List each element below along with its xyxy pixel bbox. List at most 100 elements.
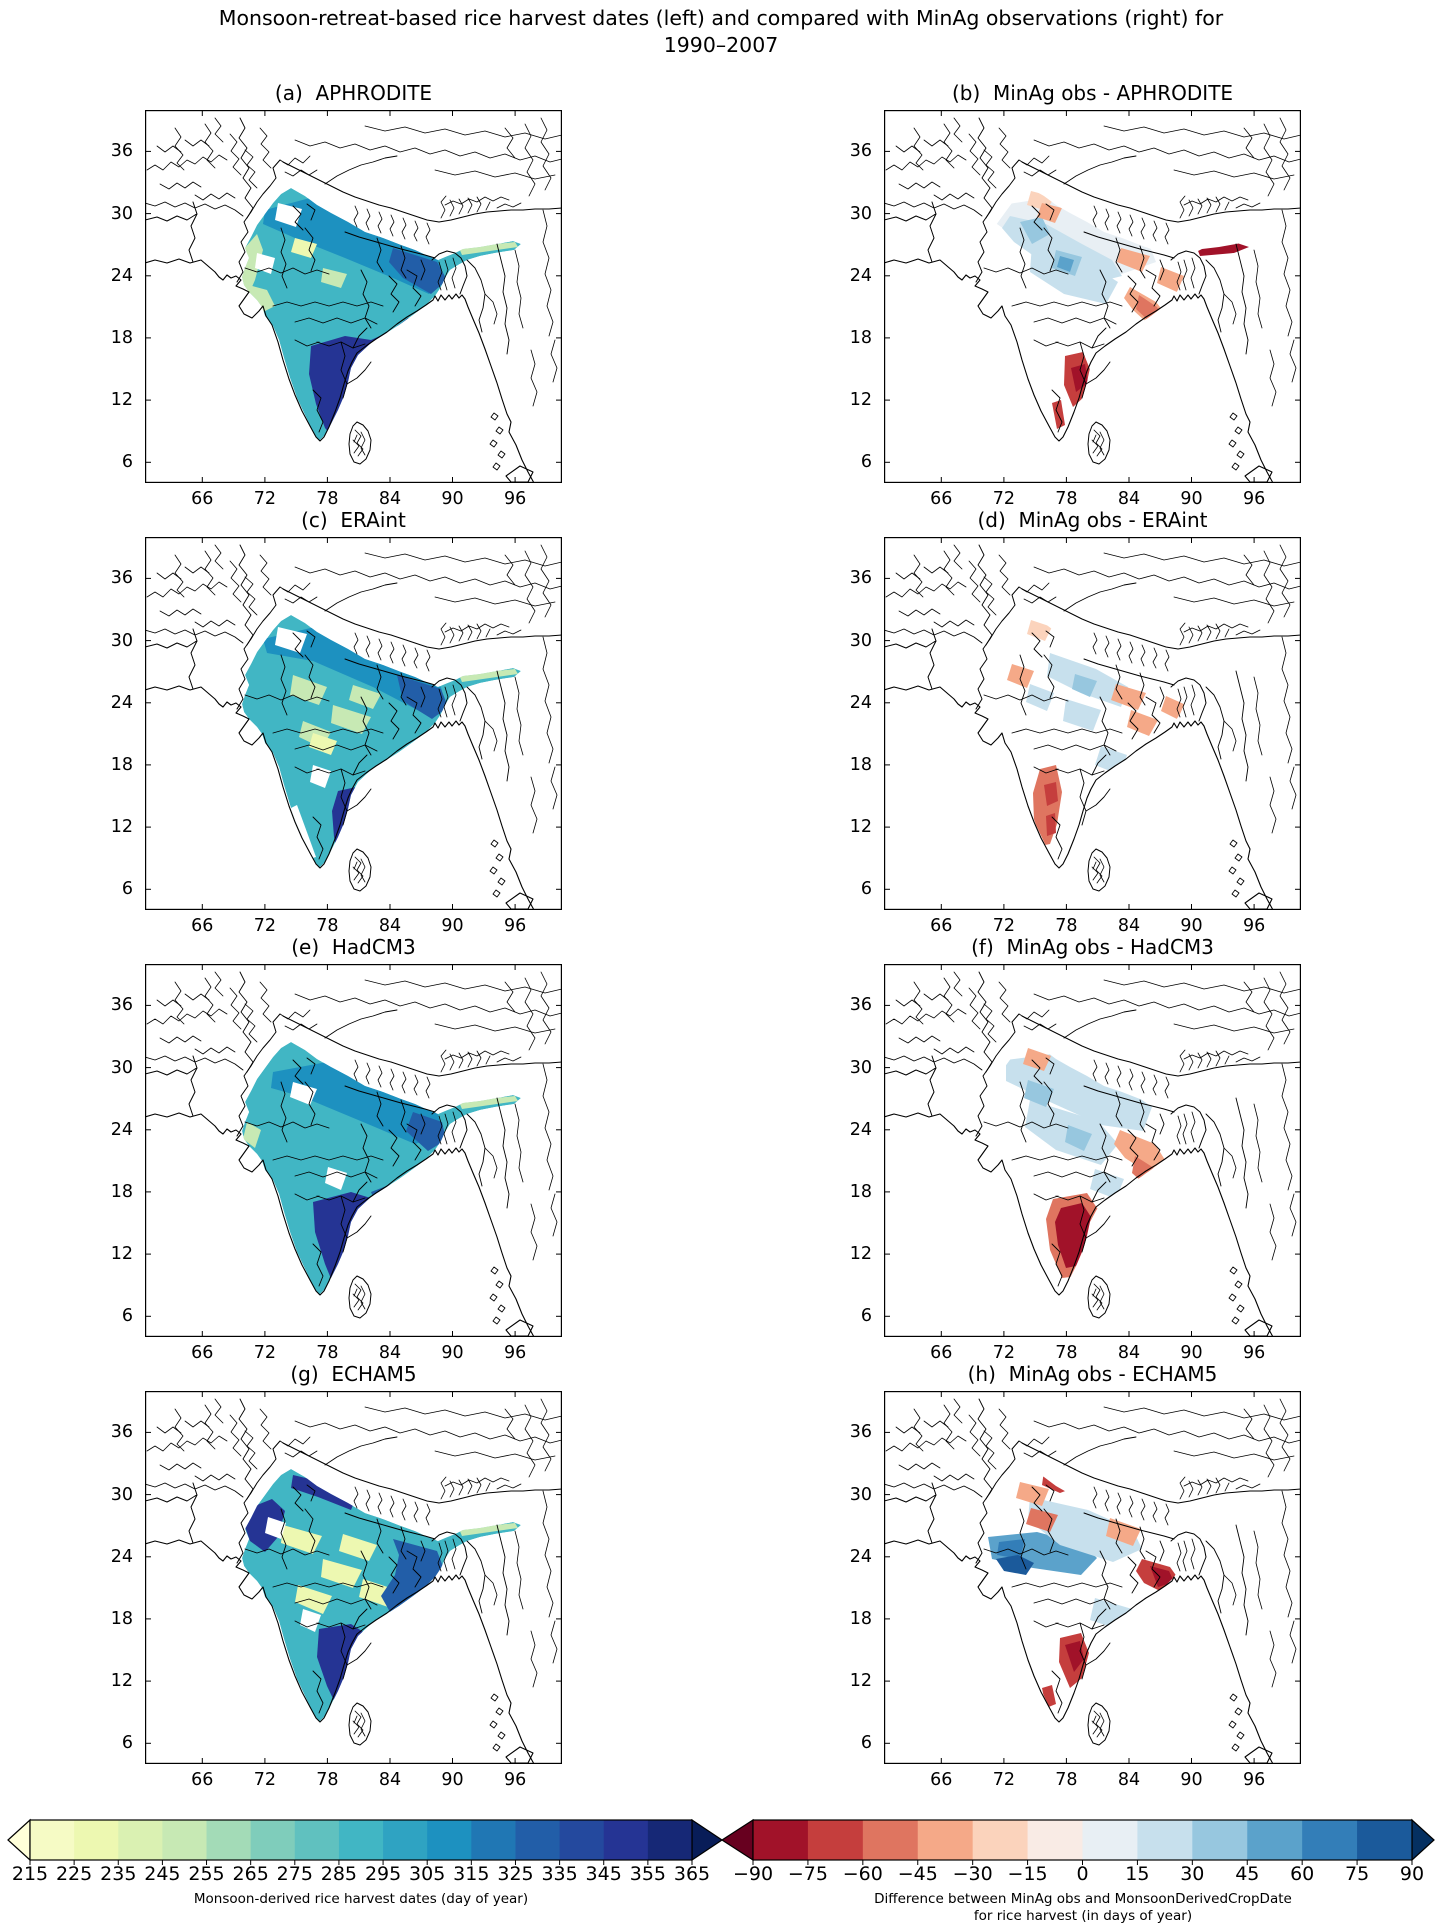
figure-title-line1: Monsoon-retreat-based rice harvest dates… <box>218 6 1224 30</box>
y-tick-label: 6 <box>860 1306 872 1327</box>
x-tick-label: 78 <box>1055 489 1078 509</box>
colorbar-tick-label: 365 <box>673 1863 711 1885</box>
x-tick-label: 72 <box>992 1770 1016 1790</box>
x-tick-label: 66 <box>191 916 214 936</box>
colorbar-tick-label: 325 <box>497 1863 534 1885</box>
y-tick-label: 12 <box>849 817 872 838</box>
colorbar-tick-label: 75 <box>1345 1863 1370 1885</box>
x-tick-label: 96 <box>1242 1770 1266 1790</box>
colorbar-tick-label: 305 <box>409 1863 446 1885</box>
colorbar-right-caption-line1: Difference between MinAg obs and Monsoon… <box>874 1891 1292 1907</box>
y-tick-label: 30 <box>110 630 133 651</box>
colorbar-tick-label: 225 <box>55 1863 93 1885</box>
y-tick-label: 6 <box>121 452 133 473</box>
map-panel-b: (b) MinAg obs - APHRODITE 36 30 24 18 12 6 66 72… <box>850 81 1301 509</box>
y-tick-label: 24 <box>110 692 133 713</box>
x-tick-label: 84 <box>378 1343 402 1363</box>
y-tick-label: 30 <box>849 1057 872 1078</box>
x-tick-label: 96 <box>503 489 527 509</box>
map-svg-e <box>145 964 562 1337</box>
colorbar-tick-label: −30 <box>952 1863 993 1885</box>
y-tick-label: 24 <box>849 692 872 713</box>
x-tick-label: 84 <box>378 916 402 936</box>
y-tick-label: 6 <box>121 879 133 900</box>
y-tick-label: 36 <box>849 141 872 162</box>
x-tick-label: 78 <box>1055 916 1078 936</box>
y-tick-label: 24 <box>849 1119 872 1140</box>
y-tick-label: 30 <box>849 630 872 651</box>
colorbar-tick-label: 215 <box>11 1863 49 1885</box>
axes-frame <box>884 110 1301 483</box>
panel-title-h: (h) MinAg obs - ECHAM5 <box>967 1362 1218 1386</box>
colorbar-tick-label: −75 <box>787 1863 828 1885</box>
axis-ticks <box>884 1391 1301 1764</box>
x-tick-label: 66 <box>930 916 953 936</box>
y-tick-label: 18 <box>849 754 872 775</box>
colorbar-tick-label: 0 <box>1076 1863 1089 1885</box>
colorbar-tick-label: 315 <box>453 1863 490 1885</box>
axes-frame <box>145 537 562 910</box>
y-tick-label: 12 <box>110 1671 133 1692</box>
y-tick-label: 24 <box>110 265 133 286</box>
x-tick-label: 72 <box>253 489 277 509</box>
x-tick-label: 78 <box>1055 1770 1078 1790</box>
colorbar-tick-label: 45 <box>1235 1863 1260 1885</box>
x-tick-label: 96 <box>503 1770 527 1790</box>
x-tick-label: 72 <box>253 1770 277 1790</box>
y-tick-label: 36 <box>849 995 872 1016</box>
y-tick-label: 12 <box>849 390 872 411</box>
colorbar-tick-label: 355 <box>629 1863 667 1885</box>
x-tick-label: 66 <box>930 1343 953 1363</box>
panel-title-f: (f) MinAg obs - HadCM3 <box>971 935 1214 959</box>
x-tick-label: 96 <box>1242 489 1266 509</box>
axes-frame <box>884 964 1301 1337</box>
y-tick-label: 24 <box>110 1119 133 1140</box>
y-tick-label: 36 <box>849 1422 872 1443</box>
x-tick-label: 66 <box>191 1770 214 1790</box>
map-panel-d: (d) MinAg obs - ERAint 36 30 24 18 12 6 66 72 78 8… <box>850 508 1301 936</box>
x-tick-label: 72 <box>992 489 1016 509</box>
y-tick-label: 6 <box>860 452 872 473</box>
x-tick-label: 84 <box>1117 1770 1141 1790</box>
map-svg-d <box>884 537 1301 910</box>
y-tick-label: 18 <box>849 1608 872 1629</box>
y-tick-label: 30 <box>110 1057 133 1078</box>
colorbar-tick-label: −15 <box>1007 1863 1048 1885</box>
map-svg-g <box>145 1391 562 1764</box>
map-svg-h <box>884 1391 1301 1764</box>
x-tick-label: 84 <box>378 1770 402 1790</box>
colorbar-svg <box>7 1818 1435 1865</box>
y-tick-label: 6 <box>860 879 872 900</box>
y-tick-label: 24 <box>110 1546 133 1567</box>
colorbar-right-caption: Difference between MinAg obs and Monsoon… <box>732 1891 1434 1925</box>
axes-frame <box>884 537 1301 910</box>
x-tick-label: 96 <box>1242 916 1266 936</box>
map-panel-c: (c) ERAint 36 30 24 18 12 6 66 72 78 84 90 96 <box>111 508 562 936</box>
map-panel-h: (h) MinAg obs - ECHAM5 36 30 24 18 12 6 66 72 78 8… <box>850 1362 1301 1790</box>
colorbar-tick-label: 265 <box>232 1863 269 1885</box>
y-tick-label: 36 <box>110 995 133 1016</box>
colorbar-tick-label: 245 <box>144 1863 181 1885</box>
map-panel-a: (a) APHRODITE 36 30 24 18 12 6 66 72 78 84 90 96 <box>111 81 562 509</box>
colorbar-tick-label: 295 <box>364 1863 402 1885</box>
x-tick-label: 66 <box>930 489 953 509</box>
map-svg-b <box>884 110 1301 483</box>
y-tick-label: 12 <box>110 1244 133 1265</box>
colorbar-tick-label: 30 <box>1180 1863 1205 1885</box>
x-tick-label: 90 <box>1180 489 1203 509</box>
x-tick-label: 90 <box>441 1770 464 1790</box>
figure-title: Monsoon-retreat-based rice harvest dates… <box>0 5 1442 59</box>
x-tick-label: 90 <box>441 916 464 936</box>
map-panel-g: (g) ECHAM5 36 30 24 18 12 6 66 72 78 84 90 96 <box>111 1362 562 1790</box>
x-tick-label: 66 <box>191 489 214 509</box>
colorbar-right-caption-line2: for rice harvest (in days of year) <box>973 1908 1193 1924</box>
x-tick-label: 90 <box>441 489 464 509</box>
map-data-layer <box>242 1469 521 1722</box>
y-tick-label: 36 <box>110 141 133 162</box>
panel-title-a: (a) APHRODITE <box>274 81 433 105</box>
colorbar-tick-label: 285 <box>320 1863 358 1885</box>
axes-frame <box>145 1391 562 1764</box>
x-tick-label: 84 <box>1117 1343 1141 1363</box>
colorbar-tick-label: 90 <box>1399 1863 1425 1885</box>
